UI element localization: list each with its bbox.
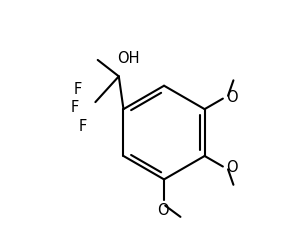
Text: O: O [157,203,169,218]
Text: O: O [226,160,237,175]
Text: F: F [74,82,82,97]
Text: OH: OH [117,51,140,66]
Text: F: F [70,100,78,115]
Text: O: O [226,90,237,105]
Text: F: F [78,119,87,134]
